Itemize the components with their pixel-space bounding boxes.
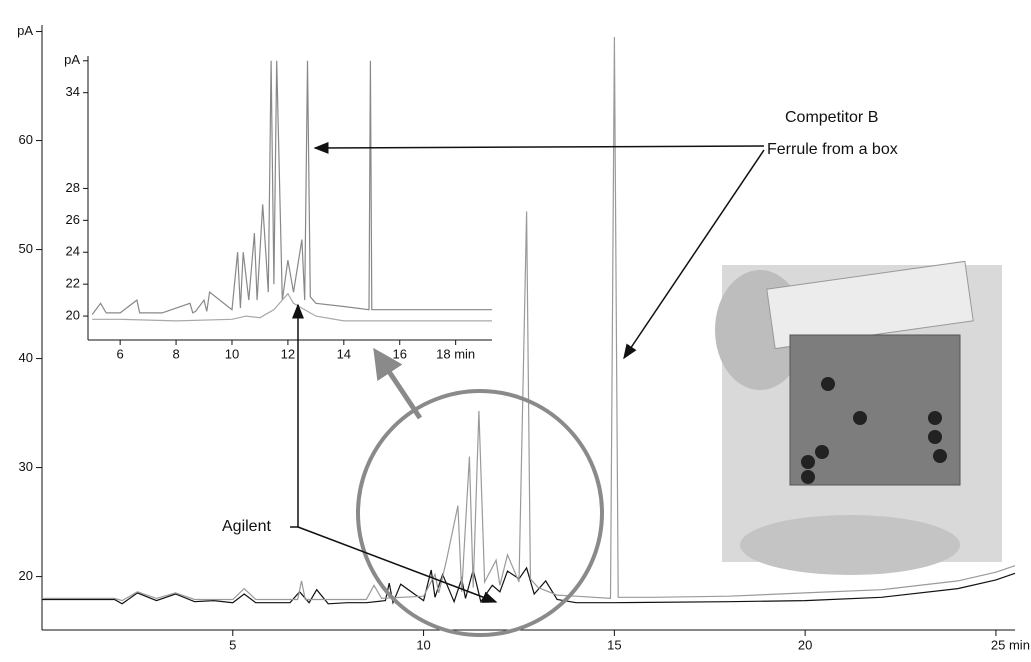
- series-line: [42, 36, 1016, 602]
- photo: [715, 260, 1002, 575]
- y-tick-label: pA: [64, 52, 80, 67]
- x-tick-label: 15: [607, 637, 621, 652]
- x-tick-label: 8: [172, 346, 179, 361]
- y-tick-label: 28: [66, 180, 80, 195]
- series-line: [92, 292, 492, 322]
- y-tick-label: 20: [19, 568, 33, 583]
- annotation: Agilent: [222, 518, 271, 535]
- annotation: Competitor B: [785, 109, 878, 126]
- x-tick-label: 25 min: [991, 637, 1030, 652]
- y-tick-label: 50: [19, 241, 33, 256]
- arrows: [290, 141, 765, 603]
- x-tick-label: 12: [281, 346, 295, 361]
- y-tick-label: pA: [17, 23, 33, 38]
- y-tick-label: 26: [66, 212, 80, 227]
- y-tick-label: 40: [19, 350, 33, 365]
- x-tick-label: 10: [416, 637, 430, 652]
- highlight-circle: [356, 389, 604, 637]
- y-tick-label: 34: [66, 84, 80, 99]
- x-tick-label: 10: [225, 346, 239, 361]
- y-tick-label: 24: [66, 244, 80, 259]
- annotation: Ferrule from a box: [767, 141, 898, 158]
- y-tick-label: 30: [19, 459, 33, 474]
- x-tick-label: 16: [393, 346, 407, 361]
- y-tick-label: 22: [66, 276, 80, 291]
- x-tick-label: 14: [337, 346, 351, 361]
- main-plot: 20 30 40 50 60 pA 5 10 15 20 25 min: [17, 23, 1030, 652]
- y-tick-label: 60: [19, 132, 33, 147]
- x-tick-label: 18 min: [436, 346, 475, 361]
- x-tick-label: 5: [229, 637, 236, 652]
- y-tick-label: 20: [66, 308, 80, 323]
- series-line: [91, 60, 492, 315]
- x-tick-label: 6: [117, 346, 124, 361]
- x-tick-label: 20: [798, 637, 812, 652]
